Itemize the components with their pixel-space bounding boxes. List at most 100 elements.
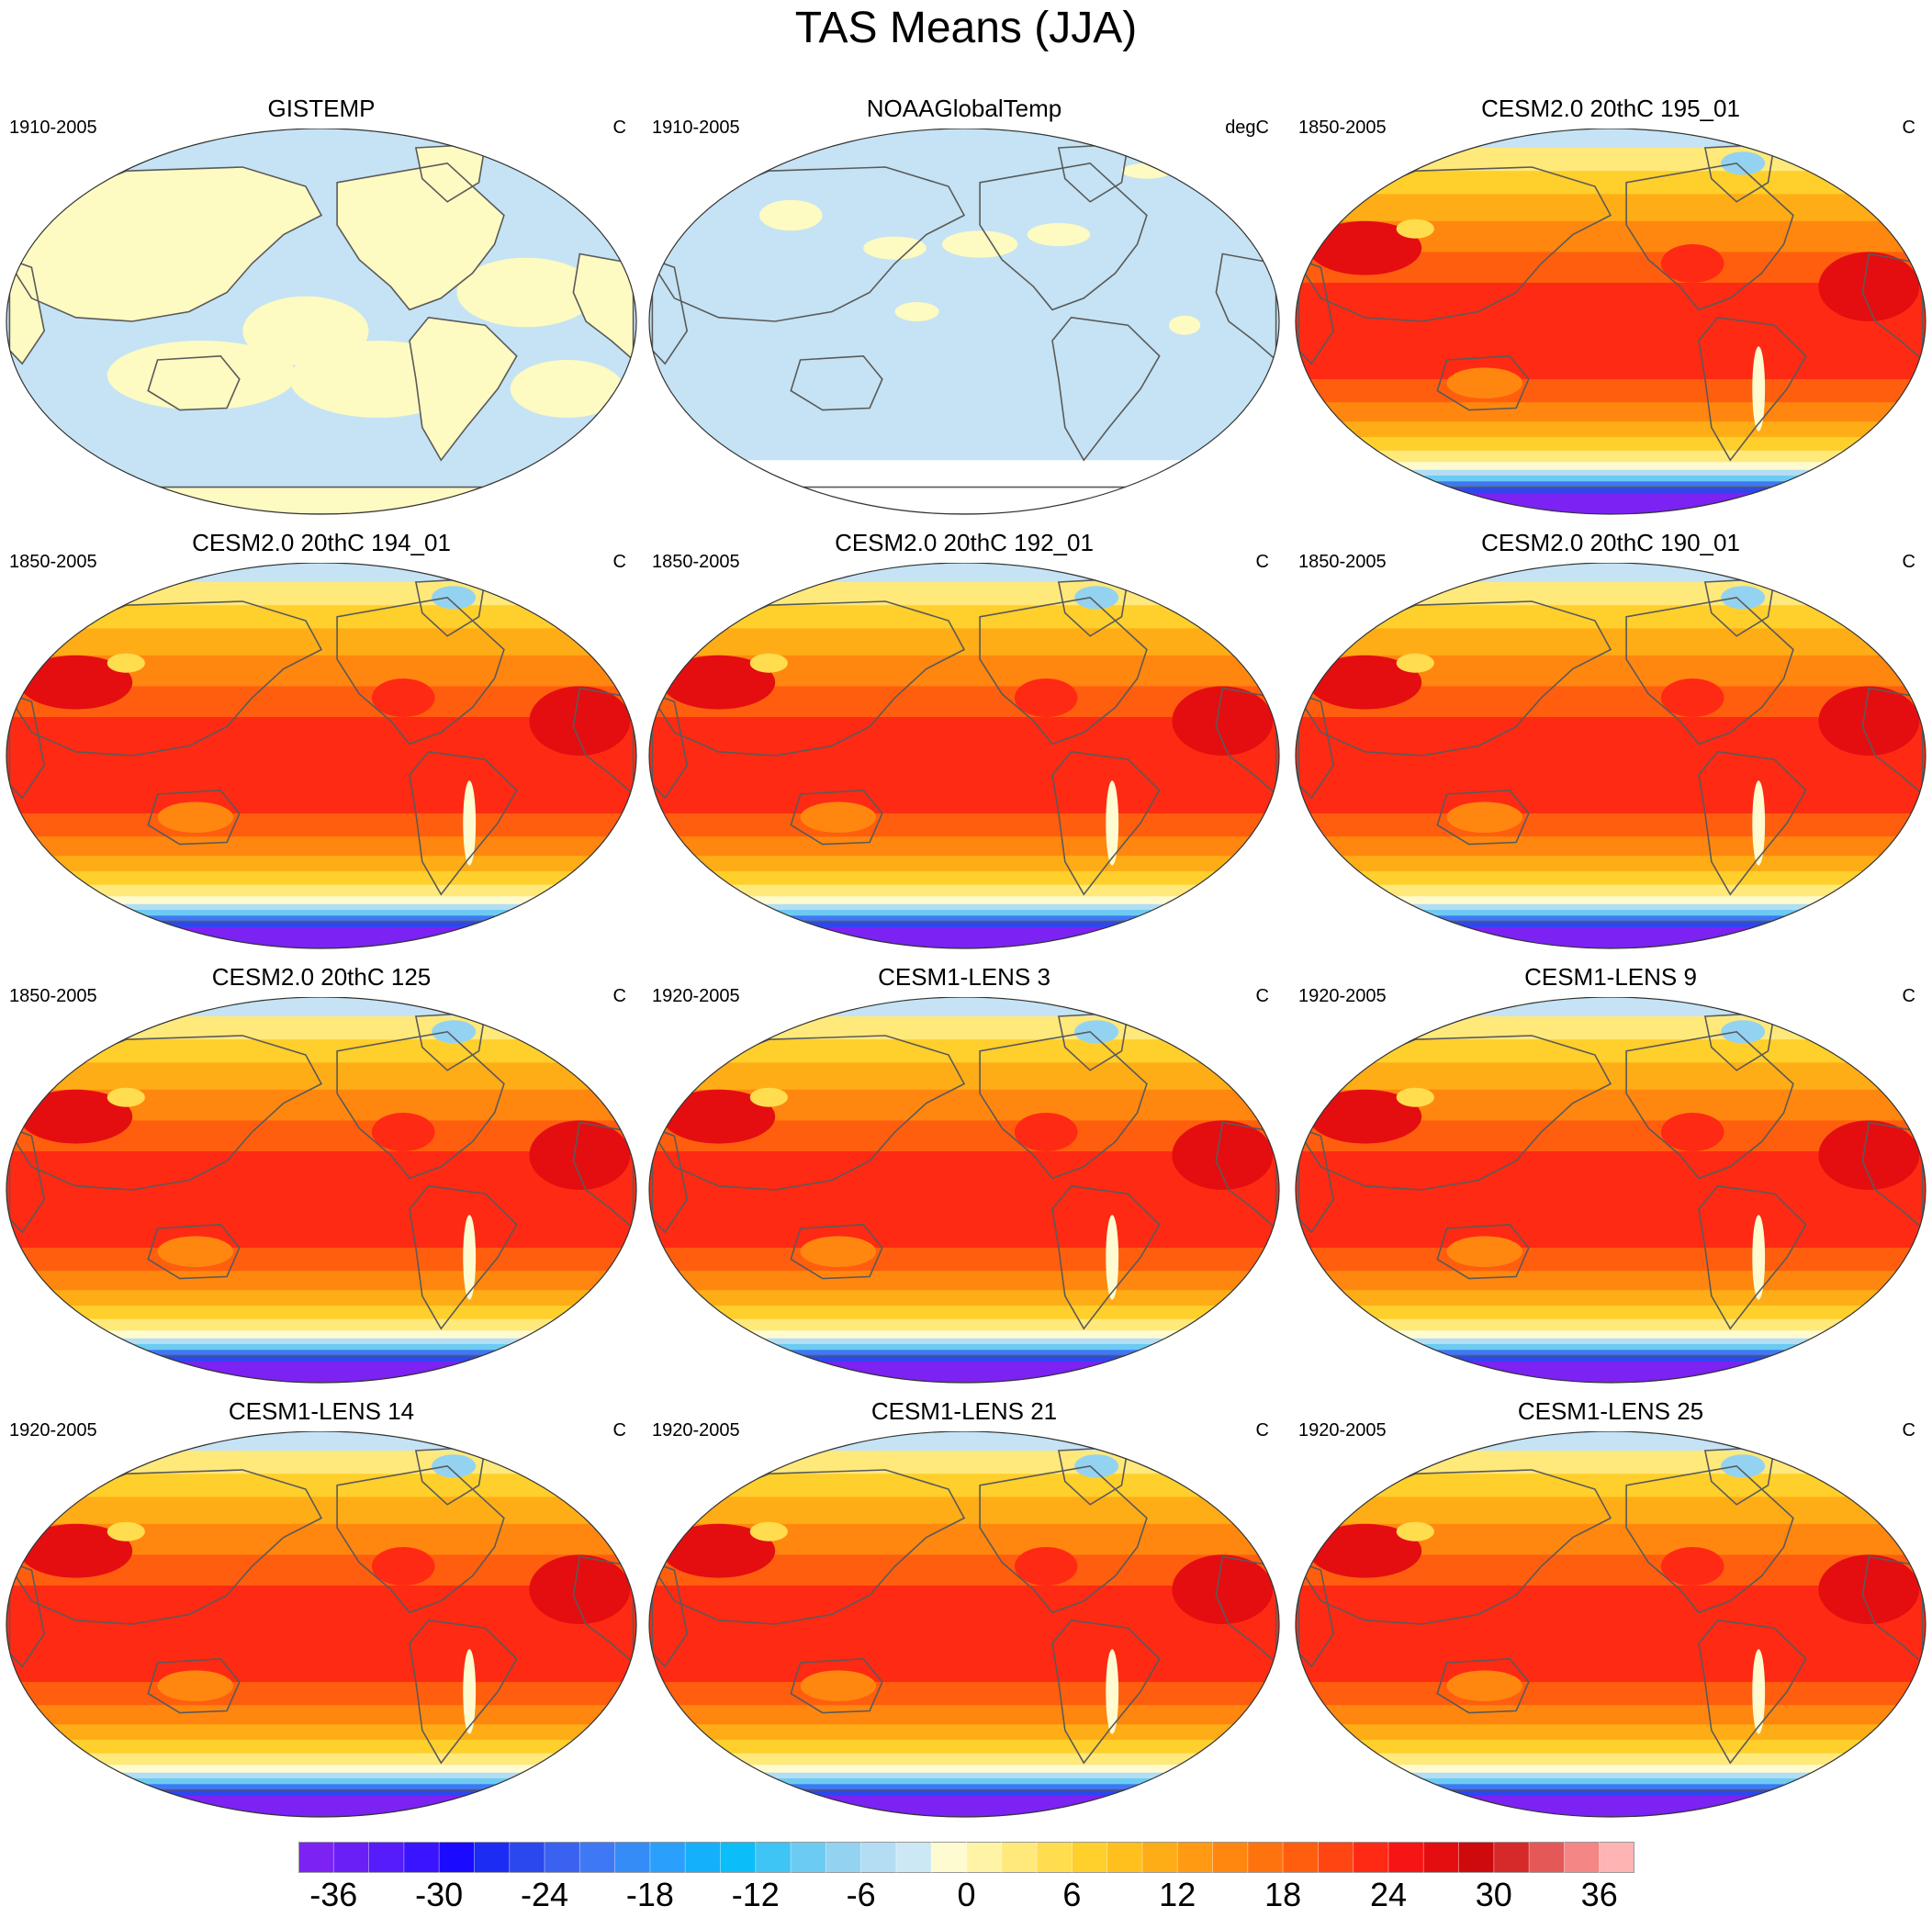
coastline-africaW [1297, 1561, 1335, 1668]
map-border [6, 1431, 637, 1818]
panel-units: C [612, 1420, 626, 1441]
temperature-feature [1752, 780, 1766, 866]
panel-title: CESM1-LENS 25 [1517, 1397, 1704, 1425]
coastline-namerica [979, 1030, 1148, 1180]
temperature-feature [1818, 1120, 1920, 1190]
coastline-africaW [651, 1561, 689, 1668]
temperature-feature [432, 586, 477, 610]
colorbar-swatch [1387, 1842, 1424, 1873]
panel-title: CESM1-LENS 21 [871, 1397, 1058, 1425]
colorbar-swatch [1458, 1842, 1495, 1873]
coastline-samerica [1698, 1184, 1807, 1330]
warm-anomaly-region [100, 487, 543, 514]
warm-anomaly-region [337, 163, 504, 310]
temperature-feature [1074, 1020, 1119, 1044]
temperature-feature [1818, 1554, 1920, 1624]
colorbar-swatch [931, 1842, 968, 1873]
map-panel: NOAAGlobalTemp 1910-2005 degC [643, 92, 1286, 527]
panel-units: C [1902, 552, 1915, 572]
temperature-feature [1660, 244, 1724, 283]
panel-units: C [612, 118, 626, 138]
colorbar-swatch [474, 1842, 511, 1873]
temperature-feature [1014, 678, 1078, 717]
coastline-samerica [1698, 1619, 1807, 1765]
panel-period: 1850-2005 [1298, 552, 1387, 572]
coastline-australia [147, 1657, 241, 1714]
panel-period: 1850-2005 [9, 986, 97, 1006]
map-svg [648, 129, 1280, 515]
temperature-feature [157, 802, 233, 833]
warm-anomaly-region [1121, 163, 1173, 179]
map-svg [6, 563, 637, 949]
missing-data-region [649, 460, 1279, 514]
colorbar-swatch [860, 1842, 897, 1873]
temperature-feature [1172, 686, 1274, 756]
map-border [648, 563, 1280, 949]
colorbar-swatch [1283, 1842, 1319, 1873]
coastline-namerica [979, 596, 1148, 746]
colorbar-swatch [720, 1842, 757, 1873]
warm-anomaly-region [510, 360, 624, 418]
coastline-namerica [336, 162, 505, 311]
coastline-samerica [409, 1184, 518, 1330]
map-panel: CESM2.0 20thC 190_01 1850-2005 C [1289, 526, 1932, 961]
colorbar-swatch [1564, 1842, 1601, 1873]
panel-period: 1910-2005 [652, 118, 740, 138]
warm-anomaly-region [107, 341, 297, 410]
temperature-feature [661, 655, 776, 710]
colorbar-swatch [1001, 1842, 1038, 1873]
colorbar-swatch [895, 1842, 932, 1873]
warm-anomaly-region [415, 143, 486, 202]
colorbar-swatch [649, 1842, 686, 1873]
map-svg [1295, 1431, 1926, 1818]
coastline-africaW [651, 1127, 689, 1234]
colorbar-swatch [403, 1842, 440, 1873]
temperature-feature [1172, 1120, 1274, 1190]
temperature-feature [371, 678, 435, 717]
temperature-feature [1721, 586, 1766, 610]
map-panel: CESM1-LENS 14 1920-2005 C [0, 1395, 643, 1830]
coastline-namerica [1625, 162, 1794, 311]
temperature-feature [1446, 1670, 1522, 1701]
colorbar-swatch [1529, 1842, 1566, 1873]
temperature-feature [749, 1087, 788, 1107]
temperature-feature [1396, 1521, 1434, 1541]
coastline-africaW [8, 1127, 46, 1234]
map-border [1295, 997, 1926, 1384]
panel-units: C [612, 986, 626, 1006]
panel-period: 1920-2005 [652, 986, 740, 1006]
colorbar-swatch [1318, 1842, 1354, 1873]
colorbar-swatch [1141, 1842, 1178, 1873]
panel-period: 1850-2005 [9, 552, 97, 572]
map-svg [648, 997, 1280, 1384]
temperature-feature [371, 1547, 435, 1586]
colorbar-swatch [826, 1842, 862, 1873]
warm-anomaly-region [242, 296, 369, 366]
coastline-australia [790, 354, 883, 411]
coastline-africaW [8, 1561, 46, 1668]
panel-units: C [1902, 118, 1915, 138]
coastline-samerica [1051, 1619, 1161, 1765]
temperature-feature [1752, 1649, 1766, 1734]
panel-units: C [1902, 1420, 1915, 1441]
warm-anomaly-region [9, 259, 45, 364]
panel-title: CESM2.0 20thC 190_01 [1481, 529, 1740, 556]
panel-units: C [1902, 986, 1915, 1006]
temperature-feature [1014, 1113, 1078, 1151]
warm-anomaly-region [1027, 222, 1091, 247]
warm-anomaly-region [894, 302, 939, 321]
temperature-feature [1396, 1087, 1434, 1107]
coastline-namerica [1625, 596, 1794, 746]
colorbar-swatch [333, 1842, 370, 1873]
temperature-feature [1660, 1547, 1724, 1586]
panel-title: CESM2.0 20thC 125 [211, 963, 432, 991]
panel-units: C [1255, 1420, 1269, 1441]
temperature-feature [1074, 586, 1119, 610]
colorbar-tick-label: -24 [521, 1876, 568, 1911]
colorbar-swatch [509, 1842, 545, 1873]
temperature-feature [1106, 1649, 1119, 1734]
colorbar-tick-label: -30 [415, 1876, 463, 1911]
colorbar-tick-label: 36 [1581, 1876, 1618, 1911]
warm-anomaly-region [759, 199, 823, 231]
warm-anomaly-region [941, 230, 1018, 258]
